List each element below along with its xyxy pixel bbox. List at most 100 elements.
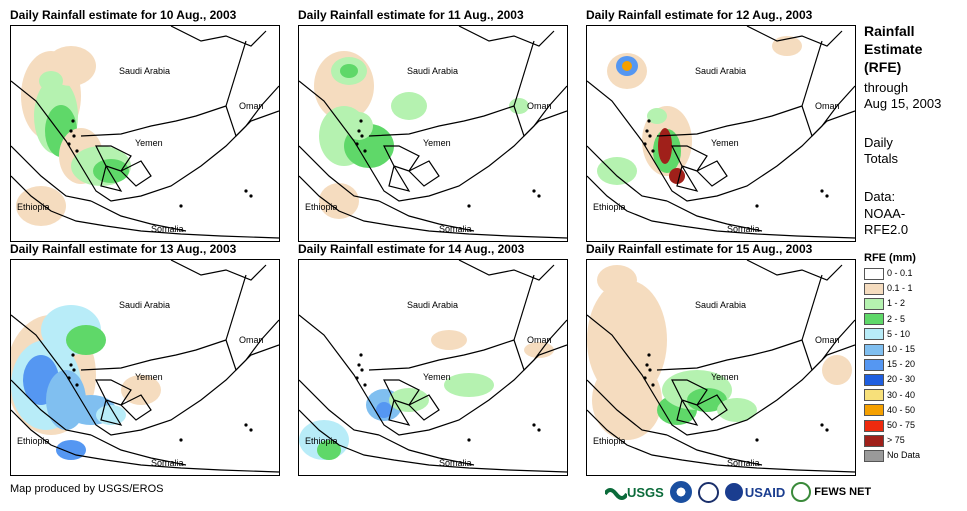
island-marker: [363, 149, 367, 153]
legend-swatch: [864, 298, 884, 311]
rainfall-map: Saudi Arabia Oman Yemen Ethiopia Somalia: [10, 25, 280, 242]
island-marker: [69, 129, 73, 133]
island-marker: [532, 423, 536, 427]
yemen-governorates: [95, 145, 152, 192]
island-marker: [537, 194, 541, 198]
yemen-governorates: [95, 379, 152, 426]
island-marker: [647, 119, 651, 123]
rainfall-patch: [509, 98, 529, 114]
rainfall-patch: [431, 330, 467, 350]
yemen-governorates: [383, 379, 440, 426]
label-oman: Oman: [815, 101, 840, 111]
coastline: [587, 175, 855, 239]
oman-border: [225, 339, 279, 372]
island-marker: [67, 142, 71, 146]
legend-title-line: (RFE): [864, 59, 902, 75]
coastline: [299, 409, 567, 473]
island-marker: [360, 134, 364, 138]
label-oman: Oman: [239, 101, 264, 111]
island-marker: [651, 383, 655, 387]
map-panel-aug13: Daily Rainfall estimate for 13 Aug., 200…: [10, 242, 290, 478]
island-marker: [648, 368, 652, 372]
legend-class-label: 20 - 30: [887, 374, 916, 385]
rainfall-patch: [391, 92, 427, 120]
legend-swatch: [864, 343, 884, 356]
island-marker: [357, 363, 361, 367]
island-marker: [643, 376, 647, 380]
island-marker: [72, 134, 76, 138]
legend-swatch: [864, 404, 884, 417]
legend-class-label: 1 - 2: [887, 298, 906, 309]
label-somalia: Somalia: [151, 458, 184, 468]
label-somalia: Somalia: [439, 458, 472, 468]
horn-coast: [666, 434, 763, 466]
legend-through: through: [864, 80, 909, 95]
legend-data-label: Data:: [864, 189, 896, 204]
fews-logo: FEWS NET: [791, 482, 871, 502]
rainfall-patch: [647, 108, 667, 124]
panel-title: Daily Rainfall estimate for 12 Aug., 200…: [586, 8, 813, 22]
rainfall-map: Saudi Arabia Oman Yemen Ethiopia Somalia: [298, 259, 568, 476]
label-somalia: Somalia: [439, 224, 472, 234]
rainfall-patch: [93, 159, 129, 183]
legend-class-item: 50 - 75: [864, 419, 915, 432]
island-marker: [75, 383, 79, 387]
map-canvas: [587, 26, 855, 239]
label-saudi-arabia: Saudi Arabia: [695, 66, 747, 76]
island-marker: [71, 353, 75, 357]
label-yemen: Yemen: [135, 138, 163, 148]
island-marker: [825, 428, 829, 432]
legend-class-label: 10 - 15: [887, 344, 916, 354]
island-marker: [355, 376, 359, 380]
legend-title: Rainfall Estimate (RFE): [864, 22, 922, 76]
gulf-coast: [458, 260, 555, 281]
saudi-oman-border: [225, 40, 247, 107]
legend-swatch: [864, 374, 884, 387]
horn-coast: [666, 200, 763, 232]
saudi-oman-border: [513, 274, 535, 341]
island-marker: [820, 189, 824, 193]
panel-title: Daily Rainfall estimate for 15 Aug., 200…: [586, 242, 813, 256]
rainfall-patch: [317, 440, 341, 460]
island-marker: [651, 149, 655, 153]
label-yemen: Yemen: [711, 372, 739, 382]
legend-totals: Totals: [864, 151, 898, 166]
coastline: [11, 409, 279, 473]
saudi-oman-border: [513, 40, 535, 107]
map-canvas: [11, 260, 279, 473]
label-ethiopia: Ethiopia: [305, 202, 338, 212]
label-saudi-arabia: Saudi Arabia: [407, 66, 459, 76]
label-ethiopia: Ethiopia: [593, 436, 626, 446]
island-marker: [244, 189, 248, 193]
saudi-yemen-border: [80, 339, 227, 371]
map-panel-aug10: Daily Rainfall estimate for 10 Aug., 200…: [10, 8, 290, 244]
rainfall-patch: [16, 186, 66, 226]
island-marker: [825, 194, 829, 198]
label-ethiopia: Ethiopia: [593, 202, 626, 212]
label-somalia: Somalia: [727, 458, 760, 468]
label-oman: Oman: [527, 101, 552, 111]
saudi-oman-border: [801, 274, 823, 341]
noaa-logo-icon: [669, 481, 692, 503]
legend-swatch: [864, 450, 884, 463]
island-marker: [69, 363, 73, 367]
rainfall-map: Saudi Arabia Oman Yemen Ethiopia Somalia: [586, 259, 856, 476]
usgs-wave-icon: [605, 488, 627, 500]
yemen-governorates: [671, 145, 728, 192]
legend-class-label: > 75: [887, 435, 905, 446]
rainfall-patch: [39, 71, 63, 91]
island-marker: [532, 189, 536, 193]
label-ethiopia: Ethiopia: [305, 436, 338, 446]
panel-title: Daily Rainfall estimate for 10 Aug., 200…: [10, 8, 237, 22]
ethiopia-border: [299, 145, 380, 202]
legend-swatch: [864, 389, 884, 402]
rainfall-map: Saudi Arabia Oman Yemen Ethiopia Somalia: [298, 25, 568, 242]
legend-swatch: [864, 328, 884, 341]
island-marker: [244, 423, 248, 427]
rainfall-patch: [717, 398, 757, 422]
legend-class-item: 5 - 10: [864, 328, 910, 341]
map-panel-aug11: Daily Rainfall estimate for 11 Aug., 200…: [298, 8, 578, 244]
label-oman: Oman: [527, 335, 552, 345]
saudi-yemen-border: [368, 339, 515, 371]
rainfall-patch: [345, 112, 373, 140]
